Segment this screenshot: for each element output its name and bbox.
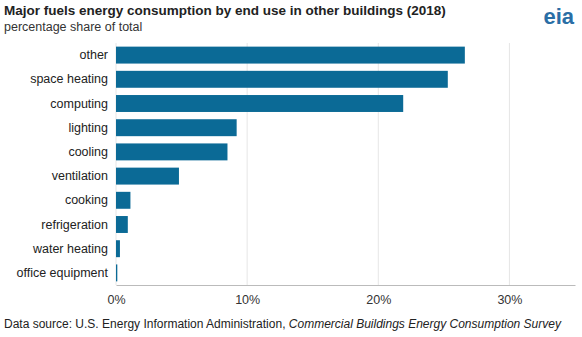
x-axis: 0% 10% 20% 30% — [107, 285, 575, 307]
y-tick: space heating — [30, 72, 116, 86]
subtitle: percentage share of total — [4, 20, 142, 34]
x-tick-label: 0% — [107, 293, 125, 307]
bar — [116, 47, 465, 64]
y-tick: other — [80, 48, 117, 62]
y-tick: water heating — [32, 242, 116, 256]
y-tick: computing — [50, 97, 116, 111]
y-tick: cooling — [68, 145, 116, 159]
title: Major fuels energy consumption by end us… — [4, 3, 446, 18]
category-label: ventilation — [52, 169, 108, 183]
x-tick-label: 10% — [235, 293, 260, 307]
category-label: other — [80, 48, 109, 62]
bars — [116, 47, 465, 282]
source-publication: Commercial Buildings Energy Consumption … — [289, 317, 562, 331]
x-tick-label: 20% — [366, 293, 391, 307]
category-label: refrigeration — [41, 218, 108, 232]
grid — [116, 43, 509, 285]
category-label: space heating — [30, 72, 108, 86]
source-prefix: Data source: U.S. Energy Information Adm… — [4, 317, 289, 331]
x-axis-line — [117, 285, 576, 286]
y-tick: lighting — [68, 121, 116, 135]
y-tick: refrigeration — [41, 218, 116, 232]
x-tick: 30% — [497, 285, 522, 307]
x-tick: 10% — [235, 285, 260, 307]
bar — [116, 71, 448, 88]
x-tick: 20% — [366, 285, 391, 307]
x-tick: 0% — [107, 285, 125, 307]
category-label: cooling — [68, 145, 108, 159]
source: Data source: U.S. Energy Information Adm… — [4, 317, 562, 331]
bar — [116, 119, 237, 136]
bar — [116, 216, 128, 233]
category-label: cooking — [65, 193, 108, 207]
category-label: computing — [50, 97, 108, 111]
plot: 0% 10% 20% 30% other space heating computing li… — [17, 43, 576, 307]
logo: eia — [543, 4, 574, 29]
y-tick: cooking — [65, 193, 116, 207]
y-tick: office equipment — [17, 266, 117, 280]
bar — [116, 95, 403, 112]
category-label: water heating — [32, 242, 108, 256]
y-axis: other space heating computing lighting cooli… — [17, 48, 117, 280]
bar — [116, 168, 179, 185]
bar — [116, 143, 227, 160]
chart: Major fuels energy consumption by end us… — [0, 0, 582, 337]
bar — [116, 264, 117, 281]
category-label: lighting — [68, 121, 108, 135]
y-tick: ventilation — [52, 169, 116, 183]
bar — [116, 240, 120, 257]
bar — [116, 192, 130, 209]
x-tick-label: 30% — [497, 293, 522, 307]
grid-line — [509, 43, 510, 285]
category-label: office equipment — [17, 266, 109, 280]
